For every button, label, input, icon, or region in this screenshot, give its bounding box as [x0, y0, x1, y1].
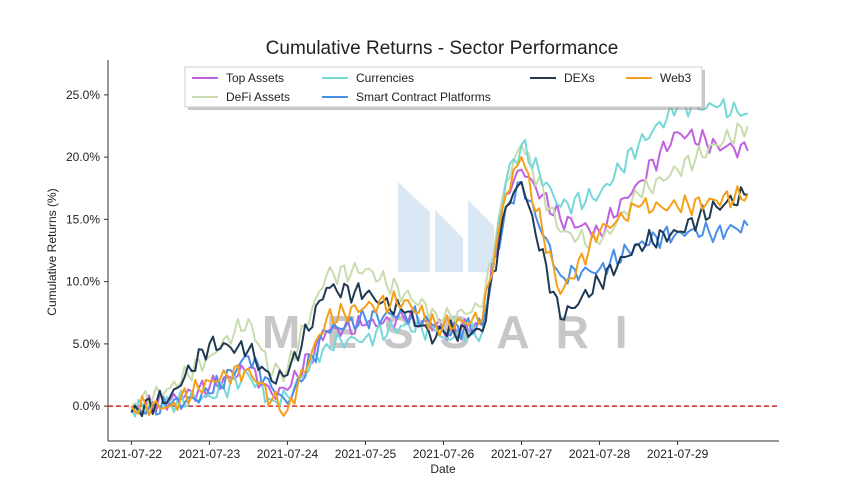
x-tick-label: 2021-07-26: [413, 447, 475, 461]
y-tick-label: 0.0%: [73, 399, 101, 413]
series-line-dexs: [130, 181, 748, 418]
x-tick-label: 2021-07-22: [101, 447, 163, 461]
chart-title: Cumulative Returns - Sector Performance: [266, 38, 619, 59]
y-tick-label: 10.0%: [66, 275, 100, 289]
y-tick-label: 15.0%: [66, 212, 100, 226]
x-tick-label: 2021-07-23: [179, 447, 241, 461]
x-tick-label: 2021-07-24: [257, 447, 319, 461]
y-axis-ticks: 0.0% 5.0% 10.0% 15.0% 20.0% 25.0%: [66, 88, 108, 413]
legend-box: [184, 66, 703, 108]
watermark-logo-left: [398, 182, 430, 272]
legend: Top Assets DeFi Assets Currencies Smart Con…: [184, 66, 705, 110]
x-axis-ticks: 2021-07-22 2021-07-23 2021-07-24 2021-07-25…: [101, 441, 709, 461]
x-axis-label: Date: [430, 462, 456, 476]
watermark-logo-right: [468, 200, 494, 272]
legend-label: Top Assets: [226, 71, 284, 85]
x-tick-label: 2021-07-27: [491, 447, 553, 461]
legend-label: DeFi Assets: [226, 90, 290, 104]
series-line-web3: [130, 156, 749, 417]
x-tick-label: 2021-07-25: [335, 447, 397, 461]
series-lines: [130, 96, 749, 418]
legend-label: DEXs: [564, 71, 595, 85]
y-axis-label: Cumulative Returns (%): [45, 188, 59, 315]
legend-label: Currencies: [356, 71, 414, 85]
y-tick-label: 5.0%: [73, 337, 101, 351]
watermark-logo-mid: [435, 210, 463, 272]
legend-label: Smart Contract Platforms: [356, 90, 491, 104]
y-tick-label: 25.0%: [66, 88, 100, 102]
y-tick-label: 20.0%: [66, 150, 100, 164]
legend-label: Web3: [660, 71, 691, 85]
series-line-defi-assets: [130, 122, 749, 415]
x-tick-label: 2021-07-28: [569, 447, 631, 461]
x-tick-label: 2021-07-29: [647, 447, 709, 461]
